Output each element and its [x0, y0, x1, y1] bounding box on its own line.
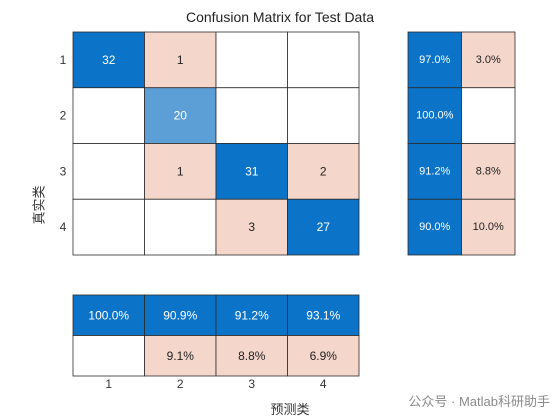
matrix-cell: [215, 198, 288, 256]
matrix-cell: [72, 87, 145, 144]
y-tick-label: 2: [60, 109, 67, 123]
matrix-cell-value: 3: [248, 220, 255, 234]
column-summary-incorrect-cell: [72, 335, 145, 377]
column-summary-correct-value: 90.9%: [163, 308, 197, 322]
row-summary-incorrect-cell: [461, 87, 516, 144]
row-summary-incorrect-cell: [461, 143, 516, 200]
row-summary-correct-cell: [407, 143, 462, 200]
matrix-cell-value: 27: [317, 220, 331, 234]
chart-title: Confusion Matrix for Test Data: [185, 9, 375, 25]
row-summary-correct-cell: [407, 31, 462, 89]
matrix-cell: [144, 198, 217, 256]
column-summary-incorrect-cell: [287, 335, 360, 377]
row-summary-correct-value: 90.0%: [419, 221, 450, 233]
column-summary-incorrect-cell: [215, 335, 288, 377]
column-summary-incorrect-value: 8.8%: [238, 349, 266, 363]
x-tick-label: 1: [105, 377, 112, 391]
column-summary-correct-value: 100.0%: [88, 308, 129, 322]
matrix-cell: [72, 198, 145, 256]
matrix-cell: [287, 143, 360, 200]
column-summary-correct-value: 91.2%: [235, 308, 269, 322]
matrix-cell: [215, 31, 288, 89]
row-summary-correct-cell: [407, 198, 462, 256]
column-summary-incorrect-value: 9.1%: [167, 349, 195, 363]
matrix-cell: [215, 143, 288, 200]
matrix-cell: [287, 87, 360, 144]
row-summary-correct-value: 100.0%: [416, 110, 454, 122]
y-tick-label: 4: [60, 220, 67, 234]
matrix-cell: [287, 198, 360, 256]
matrix-cell-value: 31: [245, 164, 259, 178]
matrix-cell-value: 20: [174, 109, 188, 123]
y-tick-label: 1: [60, 53, 67, 67]
row-summary-correct-cell: [407, 87, 462, 144]
matrix-cell: [144, 143, 217, 200]
column-summary-correct-value: 93.1%: [306, 308, 340, 322]
column-summary-incorrect-value: 6.9%: [310, 349, 338, 363]
row-summary-correct-value: 91.2%: [419, 165, 450, 177]
row-summary-incorrect-value: 8.8%: [476, 165, 501, 177]
matrix-cell: [72, 143, 145, 200]
matrix-cell-value: 32: [102, 53, 116, 67]
row-summary-incorrect-value: 3.0%: [476, 54, 501, 66]
x-tick-label: 4: [320, 377, 327, 391]
matrix-cell: [72, 31, 145, 89]
row-summary-incorrect-cell: [461, 31, 516, 89]
x-axis-label: 预测类: [270, 402, 310, 417]
watermark-text: 公众号 · Matlab科研助手: [408, 394, 550, 409]
matrix-cell: [144, 87, 217, 144]
row-summary-incorrect-value: 10.0%: [473, 221, 504, 233]
matrix-cell: [287, 31, 360, 89]
row-summary-correct-value: 97.0%: [419, 54, 450, 66]
row-summary-incorrect-cell: [461, 198, 516, 256]
matrix-cell: [215, 87, 288, 144]
column-summary-correct-cell: [287, 294, 360, 336]
matrix-cell-value: 1: [177, 53, 184, 67]
matrix-cell-value: 1: [177, 164, 184, 178]
x-tick-label: 2: [177, 377, 184, 391]
column-summary-incorrect-cell: [144, 335, 217, 377]
y-tick-label: 3: [60, 164, 67, 178]
x-tick-label: 3: [248, 377, 255, 391]
column-summary-correct-cell: [215, 294, 288, 336]
matrix-cell-value: 2: [320, 164, 327, 178]
